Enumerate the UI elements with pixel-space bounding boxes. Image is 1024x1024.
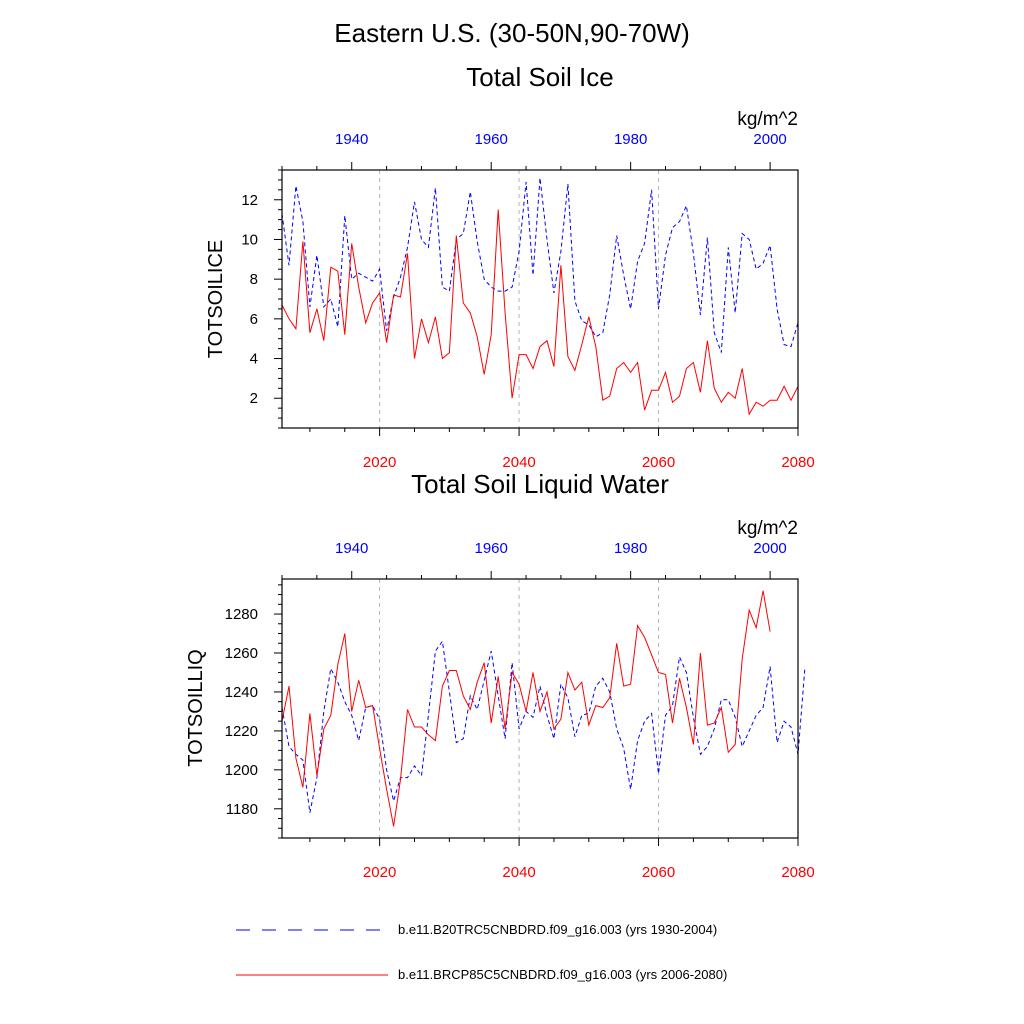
panel1-y-tick-label: 2 xyxy=(250,390,258,407)
panel2-y-axis-label: TOTSOILLIQ xyxy=(185,649,207,766)
panel1-frame xyxy=(281,169,799,429)
panel1-y-tick-label: 12 xyxy=(241,192,258,209)
panel1-title: Total Soil Ice xyxy=(466,62,613,92)
panel2-x-top-tick-label: 1940 xyxy=(335,540,368,557)
panel1-x-bottom-tick-label: 2040 xyxy=(502,454,535,471)
panel2-plot: 1180 1200 1220 1240 1260 1280 2020 2040 2060 2080… xyxy=(185,540,815,881)
panel2-y-tick-label: 1240 xyxy=(225,684,258,701)
panel1-y-tick-label: 8 xyxy=(250,271,258,288)
panel2-units: kg/m^2 xyxy=(737,518,798,539)
panel2-x-top-tick-label: 1980 xyxy=(614,540,647,557)
panel2-frame xyxy=(281,578,799,839)
panel2-y-tick-label: 1220 xyxy=(225,723,258,740)
chart-title: Eastern U.S. (30-50N,90-70W) xyxy=(334,18,689,48)
legend-label-future: b.e11.BRCP85C5CNBDRD.f09_g16.003 (yrs 20… xyxy=(398,967,727,982)
panel1-x-bottom-tick-label: 2060 xyxy=(642,454,675,471)
panel2-series-historical-line xyxy=(281,639,806,813)
legend-label-historical: b.e11.B20TRC5CNBDRD.f09_g16.003 (yrs 193… xyxy=(398,922,717,937)
panel1-y-tick-label: 6 xyxy=(250,311,258,328)
panel1-x-top-tick-label: 2000 xyxy=(753,131,786,148)
panel1-series-historical-line xyxy=(281,177,799,353)
panel2-y-tick-label: 1280 xyxy=(225,606,258,623)
panel1-plot: 2 4 6 8 10 12 2020 2040 2060 2080 1940 1960 1980 2000… xyxy=(205,131,815,471)
panel1-x-top-tick-label: 1980 xyxy=(614,131,647,148)
panel2-x-bottom-tick-label: 2060 xyxy=(642,864,675,881)
panel2-x-bottom-tick-label: 2080 xyxy=(781,864,814,881)
panel2-y-tick-label: 1180 xyxy=(226,801,258,818)
legend: b.e11.B20TRC5CNBDRD.f09_g16.003 (yrs 193… xyxy=(236,922,727,982)
panel2-x-top-tick-label: 2000 xyxy=(753,540,786,557)
panel1-y-tick-label: 10 xyxy=(241,231,258,248)
panel1-y-axis-label: TOTSOILICE xyxy=(205,240,227,359)
panel2-y-tick-label: 1260 xyxy=(225,645,258,662)
panel2-x-bottom-tick-label: 2040 xyxy=(502,864,535,881)
panel2-series-future-line xyxy=(281,590,771,827)
panel1-series-future-line xyxy=(281,209,799,416)
panel2-y-tick-label: 1200 xyxy=(225,762,258,779)
panel1-x-top-tick-label: 1940 xyxy=(335,131,368,148)
panel1-x-bottom-tick-label: 2080 xyxy=(781,454,814,471)
panel2-title: Total Soil Liquid Water xyxy=(411,469,669,499)
panel1-y-tick-label: 4 xyxy=(250,351,258,368)
panel2-x-top-tick-label: 1960 xyxy=(475,540,508,557)
panel1-x-top-tick-label: 1960 xyxy=(475,131,508,148)
panel1-x-bottom-tick-label: 2020 xyxy=(363,454,396,471)
panel2-x-bottom-tick-label: 2020 xyxy=(363,864,396,881)
panel1-units: kg/m^2 xyxy=(737,109,798,130)
